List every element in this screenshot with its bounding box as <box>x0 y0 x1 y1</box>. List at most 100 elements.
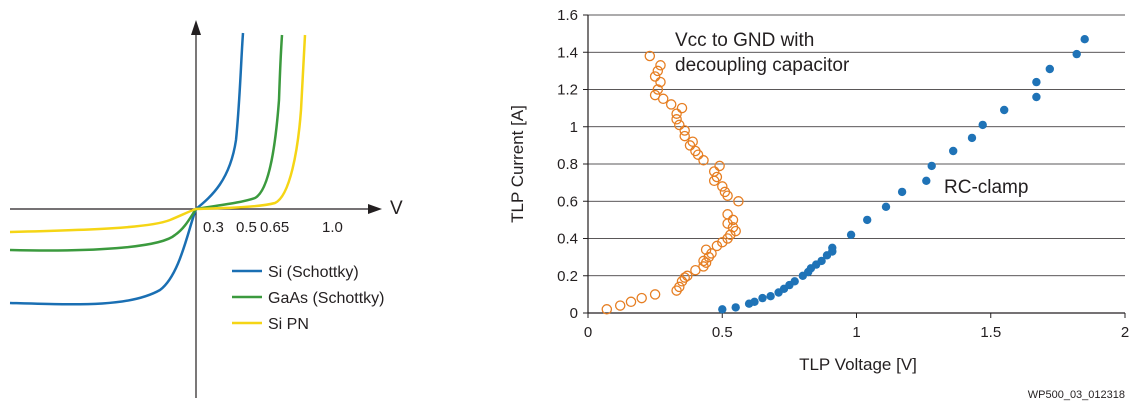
data-point-vcc-gnd <box>711 171 723 183</box>
data-point-rc-clamp <box>1032 77 1041 87</box>
y-tick-label: 1.4 <box>557 44 578 61</box>
data-point-rc-clamp <box>766 292 775 301</box>
data-point-rc-clamp <box>718 305 727 314</box>
figure-id: WP500_03_012318 <box>1028 389 1125 401</box>
series-line-gaas-schottky <box>9 34 284 252</box>
data-point-vcc-gnd <box>614 300 626 311</box>
data-point-vcc-gnd <box>679 125 690 136</box>
y-tick-label: 0.4 <box>557 231 578 248</box>
data-point-rc-clamp <box>828 243 837 252</box>
data-point-rc-clamp <box>922 176 931 185</box>
left-x-tick-label: 0.5 <box>236 219 257 236</box>
legend-label-si-pn: Si PN <box>268 316 309 333</box>
data-point-vcc-gnd <box>682 270 693 282</box>
data-point-vcc-gnd <box>722 209 733 220</box>
data-point-rc-clamp <box>1080 35 1089 44</box>
data-point-vcc-gnd <box>725 229 736 241</box>
y-tick-label: 1.2 <box>557 82 578 99</box>
data-point-vcc-gnd <box>708 166 720 177</box>
series-line-si-schottky <box>9 32 245 306</box>
data-point-vcc-gnd <box>690 145 701 157</box>
data-point-rc-clamp <box>897 187 907 197</box>
left-x-tick-label: 0.3 <box>203 219 224 236</box>
data-point-rc-clamp <box>1032 92 1041 102</box>
x-tick-label: 0 <box>584 324 592 341</box>
data-point-rc-clamp <box>1000 105 1009 115</box>
annotation-vcc-line2: decoupling capacitor <box>675 55 850 76</box>
data-point-vcc-gnd <box>601 304 613 315</box>
data-point-vcc-gnd <box>714 160 725 172</box>
y-tick-label: 0.6 <box>557 193 578 210</box>
data-point-rc-clamp <box>1072 49 1081 59</box>
data-point-vcc-gnd <box>706 248 717 259</box>
y-tick-label: 0.8 <box>557 156 578 173</box>
data-point-rc-clamp <box>846 230 856 239</box>
data-point-vcc-gnd <box>625 296 637 308</box>
data-point-rc-clamp <box>731 303 740 312</box>
data-point-vcc-gnd <box>655 60 666 71</box>
data-point-vcc-gnd <box>733 196 744 207</box>
data-point-vcc-gnd <box>649 289 661 300</box>
left-x-tick-label: 1.0 <box>322 219 343 236</box>
left-y-axis-arrow-icon <box>191 20 201 35</box>
x-tick-label: 1 <box>852 324 860 341</box>
data-point-vcc-gnd <box>644 50 656 62</box>
diode-iv-chart: V 0.3 0.5 0.65 1.0 Si (Schottky) GaAs (S… <box>9 20 403 398</box>
series-line-si-pn <box>9 34 307 234</box>
data-point-vcc-gnd <box>665 99 677 110</box>
data-point-rc-clamp <box>1045 64 1055 74</box>
y-tick-label: 1 <box>570 119 578 136</box>
data-point-rc-clamp <box>949 146 958 156</box>
data-point-vcc-gnd <box>652 65 664 77</box>
data-point-vcc-gnd <box>687 136 698 147</box>
data-point-rc-clamp <box>967 133 977 143</box>
data-point-rc-clamp <box>881 202 891 211</box>
data-point-vcc-gnd <box>649 71 661 82</box>
data-point-rc-clamp <box>750 297 759 306</box>
left-x-axis-arrow-icon <box>368 204 382 214</box>
data-point-vcc-gnd <box>652 84 664 95</box>
data-point-vcc-gnd <box>698 255 709 267</box>
data-point-vcc-gnd <box>717 236 728 248</box>
left-x-tick-label: 0.65 <box>260 219 289 236</box>
y-tick-label: 0.2 <box>557 268 578 285</box>
data-point-vcc-gnd <box>711 240 723 252</box>
left-x-axis-label: V <box>390 198 403 219</box>
data-point-vcc-gnd <box>700 257 712 268</box>
y-tick-label: 1.6 <box>557 7 578 24</box>
data-point-vcc-gnd <box>679 130 690 142</box>
data-point-rc-clamp <box>978 120 987 130</box>
data-point-vcc-gnd <box>698 155 709 166</box>
data-point-vcc-gnd <box>676 102 688 114</box>
data-point-vcc-gnd <box>674 119 685 131</box>
x-tick-label: 1.5 <box>980 324 1001 341</box>
x-tick-label: 2 <box>1121 324 1129 341</box>
data-point-rc-clamp <box>817 256 826 266</box>
data-point-vcc-gnd <box>727 214 739 226</box>
data-point-vcc-gnd <box>727 222 739 233</box>
data-point-vcc-gnd <box>700 244 712 255</box>
data-point-rc-clamp <box>927 161 936 171</box>
data-point-vcc-gnd <box>717 181 728 192</box>
data-point-vcc-gnd <box>636 292 647 304</box>
annotation-rc-clamp: RC-clamp <box>944 177 1028 198</box>
left-legend: Si (Schottky) GaAs (Schottky) Si PN <box>232 264 384 333</box>
legend-label-gaas-schottky: GaAs (Schottky) <box>268 290 384 307</box>
data-point-vcc-gnd <box>655 76 666 88</box>
y-tick-label: 0 <box>570 305 578 322</box>
data-point-vcc-gnd <box>671 108 682 119</box>
data-point-rc-clamp <box>863 215 872 225</box>
data-point-rc-clamp <box>758 293 767 303</box>
data-point-vcc-gnd <box>679 272 690 283</box>
data-point-vcc-gnd <box>649 89 661 101</box>
data-point-vcc-gnd <box>674 281 685 293</box>
x-tick-label: 0.5 <box>712 324 733 341</box>
data-point-vcc-gnd <box>671 114 682 125</box>
data-point-rc-clamp <box>790 277 799 286</box>
tlp-scatter-chart: 0 0.2 0.4 0.6 0.8 1 1.2 1.4 1.6 0 0.5 1 1.5 2 TLP Vol… <box>508 7 1129 374</box>
data-point-vcc-gnd <box>719 186 731 198</box>
annotation-vcc-line1: Vcc to GND with <box>675 30 814 51</box>
x-axis-title: TLP Voltage [V] <box>799 355 917 374</box>
legend-label-si-schottky: Si (Schottky) <box>268 264 359 281</box>
